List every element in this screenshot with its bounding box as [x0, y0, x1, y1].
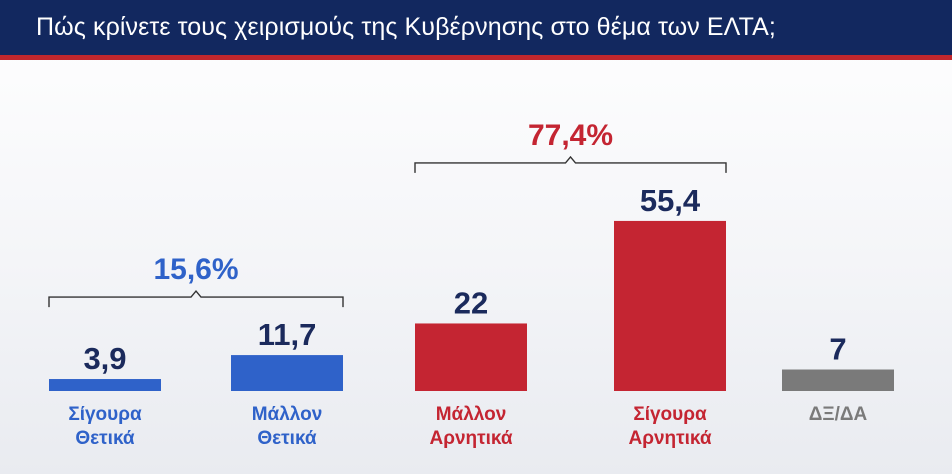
- category-label: Σίγουρα: [68, 404, 142, 425]
- bar: [415, 323, 527, 391]
- category-label: Θετικά: [257, 428, 317, 449]
- category-label: Μάλλον: [252, 404, 323, 425]
- category-label: Αρνητικά: [628, 428, 711, 449]
- bar: [614, 220, 726, 391]
- category-label: Μάλλον: [436, 404, 507, 425]
- data-label: 22: [454, 285, 488, 320]
- group-bracket: [48, 289, 344, 308]
- data-label: 3,9: [83, 341, 126, 376]
- category-label: ΔΞ/ΔΑ: [809, 404, 868, 425]
- category-label: Σίγουρα: [633, 404, 707, 425]
- data-label: 55,4: [640, 183, 701, 218]
- bar: [49, 379, 161, 391]
- header-bar: Πώς κρίνετε τους χειρισμούς της Κυβέρνησ…: [0, 0, 952, 60]
- data-label: 7: [829, 332, 846, 367]
- category-label: Θετικά: [75, 428, 135, 449]
- bar: [782, 369, 894, 391]
- category-label: Αρνητικά: [429, 428, 512, 449]
- page-title: Πώς κρίνετε τους χειρισμούς της Κυβέρνησ…: [36, 13, 776, 41]
- bar: [231, 355, 343, 391]
- group-total-label: 77,4%: [528, 119, 613, 152]
- group-total-label: 15,6%: [153, 253, 238, 286]
- data-label: 11,7: [258, 317, 317, 352]
- group-bracket: [414, 155, 727, 173]
